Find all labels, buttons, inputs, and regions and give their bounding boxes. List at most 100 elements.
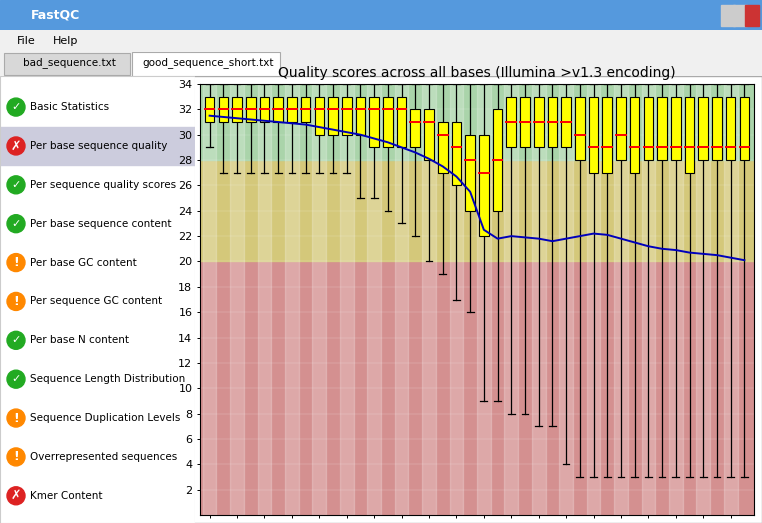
Bar bbox=[342, 97, 351, 135]
Bar bbox=[721, 5, 735, 26]
Bar bbox=[614, 84, 628, 515]
Bar bbox=[328, 97, 338, 135]
Bar bbox=[438, 122, 447, 173]
Bar bbox=[258, 84, 271, 515]
Circle shape bbox=[7, 98, 25, 116]
Bar bbox=[712, 97, 722, 160]
Bar bbox=[534, 97, 543, 147]
Bar bbox=[452, 122, 461, 186]
Text: ✓: ✓ bbox=[11, 219, 21, 229]
Title: Quality scores across all bases (Illumina >v1.3 encoding): Quality scores across all bases (Illumin… bbox=[278, 66, 676, 80]
Bar bbox=[504, 84, 518, 515]
Bar bbox=[745, 5, 759, 26]
Bar bbox=[411, 109, 420, 147]
Bar bbox=[603, 97, 612, 173]
Bar bbox=[422, 84, 436, 515]
Bar bbox=[200, 160, 754, 262]
Text: !: ! bbox=[13, 256, 19, 269]
Bar bbox=[230, 84, 244, 515]
Bar bbox=[507, 97, 516, 147]
Text: Sequence Duplication Levels: Sequence Duplication Levels bbox=[30, 413, 181, 423]
Text: Overrepresented sequences: Overrepresented sequences bbox=[30, 452, 178, 462]
Bar bbox=[642, 84, 655, 515]
Bar bbox=[671, 97, 680, 160]
Text: Per sequence GC content: Per sequence GC content bbox=[30, 297, 162, 306]
Bar bbox=[699, 97, 708, 160]
Bar bbox=[724, 84, 738, 515]
Bar bbox=[477, 84, 491, 515]
Text: Sequence Length Distribution: Sequence Length Distribution bbox=[30, 374, 185, 384]
Circle shape bbox=[7, 448, 25, 466]
Text: !: ! bbox=[13, 412, 19, 425]
Bar bbox=[616, 97, 626, 160]
Circle shape bbox=[7, 370, 25, 388]
Bar bbox=[383, 97, 392, 147]
Circle shape bbox=[7, 331, 25, 349]
Bar bbox=[395, 84, 408, 515]
Bar bbox=[315, 97, 324, 135]
Bar bbox=[587, 84, 600, 515]
Text: ✓: ✓ bbox=[11, 102, 21, 112]
Bar bbox=[232, 97, 242, 122]
Bar bbox=[589, 97, 598, 173]
Bar bbox=[562, 97, 571, 147]
Bar bbox=[696, 84, 710, 515]
Bar bbox=[246, 97, 255, 122]
Bar bbox=[548, 97, 557, 147]
Bar bbox=[203, 84, 216, 515]
Bar bbox=[450, 84, 463, 515]
Bar bbox=[575, 97, 584, 160]
Bar bbox=[367, 84, 381, 515]
Bar bbox=[285, 84, 299, 515]
Text: ✗: ✗ bbox=[11, 490, 21, 502]
Text: ✓: ✓ bbox=[11, 335, 21, 345]
Bar bbox=[658, 97, 667, 160]
Text: Per base sequence quality: Per base sequence quality bbox=[30, 141, 168, 151]
Bar bbox=[200, 262, 754, 515]
Text: Help: Help bbox=[53, 36, 78, 46]
Circle shape bbox=[7, 409, 25, 427]
Circle shape bbox=[7, 176, 25, 194]
Text: ✗: ✗ bbox=[11, 140, 21, 153]
Bar bbox=[630, 97, 639, 173]
Text: !: ! bbox=[13, 295, 19, 308]
Text: ✓: ✓ bbox=[11, 374, 21, 384]
Bar bbox=[0, 127, 195, 165]
Bar bbox=[493, 109, 502, 211]
Text: FastQC: FastQC bbox=[30, 8, 80, 21]
Bar bbox=[669, 84, 683, 515]
Bar bbox=[340, 84, 354, 515]
Bar bbox=[370, 97, 379, 147]
Bar bbox=[200, 84, 754, 160]
Bar bbox=[644, 97, 653, 160]
Bar bbox=[287, 97, 296, 122]
Circle shape bbox=[7, 292, 25, 311]
Text: Per base GC content: Per base GC content bbox=[30, 257, 136, 268]
Bar bbox=[397, 97, 406, 147]
Text: File: File bbox=[17, 36, 36, 46]
Bar bbox=[726, 97, 735, 160]
Bar bbox=[466, 135, 475, 211]
Bar bbox=[559, 84, 573, 515]
Circle shape bbox=[7, 254, 25, 271]
Circle shape bbox=[7, 215, 25, 233]
Bar bbox=[532, 84, 546, 515]
Text: good_sequence_short.txt: good_sequence_short.txt bbox=[142, 58, 274, 69]
Bar bbox=[301, 97, 310, 122]
Bar bbox=[219, 97, 228, 122]
Text: !: ! bbox=[13, 450, 19, 463]
Bar bbox=[733, 5, 747, 26]
Bar bbox=[260, 97, 269, 122]
Bar bbox=[740, 97, 749, 160]
Text: Per base N content: Per base N content bbox=[30, 335, 129, 345]
Text: Per base sequence content: Per base sequence content bbox=[30, 219, 171, 229]
Bar bbox=[685, 97, 694, 173]
Text: bad_sequence.txt: bad_sequence.txt bbox=[23, 58, 115, 69]
Bar bbox=[132, 52, 280, 76]
Bar bbox=[356, 97, 365, 135]
Circle shape bbox=[7, 137, 25, 155]
Bar bbox=[479, 135, 488, 236]
Text: Basic Statistics: Basic Statistics bbox=[30, 102, 109, 112]
Text: Per sequence quality scores: Per sequence quality scores bbox=[30, 180, 176, 190]
Bar bbox=[274, 97, 283, 122]
